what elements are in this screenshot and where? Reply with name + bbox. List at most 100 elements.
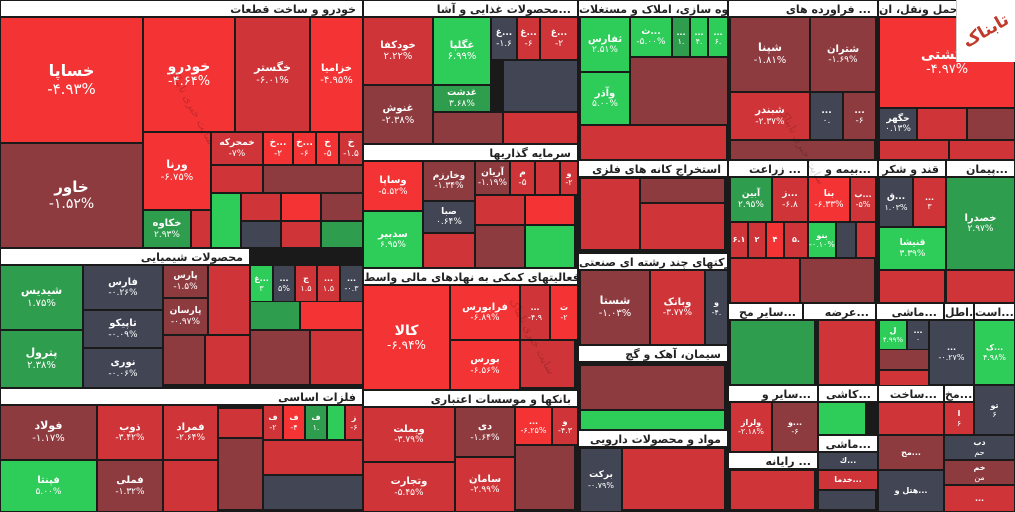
stock-tile[interactable]: ... ۰ bbox=[907, 320, 929, 350]
treemap-tile[interactable] bbox=[730, 320, 815, 385]
treemap-tile[interactable] bbox=[263, 165, 363, 193]
sector-header[interactable]: فعالیتهای کمکی به نهادهای مالی واسط bbox=[363, 268, 578, 285]
stock-tile[interactable]: فملی -۱.۳۲% bbox=[97, 460, 163, 512]
stock-tile[interactable]: خ... -۲ bbox=[263, 132, 293, 165]
stock-tile[interactable]: ... -۰.۲۷% bbox=[929, 320, 974, 385]
sector-header[interactable]: رایانه ... bbox=[728, 452, 818, 469]
stock-tile[interactable]: خ... -۶ bbox=[293, 132, 316, 165]
treemap-tile[interactable] bbox=[917, 108, 967, 140]
stock-tile[interactable]: ف -۲ bbox=[263, 405, 283, 440]
treemap-tile[interactable] bbox=[818, 320, 876, 385]
stock-tile[interactable]: ثفارس ۲.۵۱% bbox=[580, 17, 630, 72]
treemap-tile[interactable] bbox=[640, 203, 725, 250]
stock-tile[interactable]: ... -۶ bbox=[843, 92, 876, 140]
stock-tile[interactable]: سامان -۲.۹۹% bbox=[455, 457, 515, 512]
stock-tile[interactable]: ز... -۶.۸ bbox=[772, 177, 808, 222]
treemap-tile[interactable] bbox=[433, 112, 503, 144]
stock-tile[interactable]: دب حم bbox=[944, 435, 1015, 460]
sector-header[interactable]: سایر و... bbox=[728, 385, 818, 402]
sector-header[interactable]: محصولات غذایی و آشا... bbox=[363, 0, 578, 17]
stock-tile[interactable]: ولراز -۲.۱۸% bbox=[730, 402, 772, 452]
treemap-tile[interactable] bbox=[836, 222, 856, 258]
stock-tile[interactable]: شستا -۱.۰۳% bbox=[580, 270, 650, 345]
treemap-tile[interactable] bbox=[879, 370, 929, 386]
stock-tile[interactable]: قنیشا ۳.۳۹% bbox=[879, 227, 946, 270]
stock-tile[interactable]: خدما... bbox=[818, 470, 878, 490]
treemap-tile[interactable] bbox=[321, 221, 363, 248]
treemap-tile[interactable] bbox=[475, 225, 525, 268]
stock-tile[interactable]: غنوش -۲.۳۸% bbox=[363, 85, 433, 144]
treemap-tile[interactable] bbox=[525, 225, 575, 268]
treemap-tile[interactable] bbox=[250, 300, 300, 330]
treemap-tile[interactable] bbox=[241, 193, 281, 221]
stock-tile[interactable]: ... ۳ bbox=[913, 177, 946, 227]
stock-tile[interactable]: غ... ۳ bbox=[250, 265, 273, 302]
treemap-tile[interactable] bbox=[580, 125, 727, 160]
treemap-tile[interactable] bbox=[515, 445, 575, 510]
treemap-tile[interactable] bbox=[967, 108, 1015, 140]
treemap-tile[interactable] bbox=[946, 270, 1015, 303]
treemap-tile[interactable] bbox=[520, 340, 575, 388]
stock-tile[interactable]: غ... -۶ bbox=[517, 17, 540, 60]
sector-header[interactable]: فلزات اساسی bbox=[0, 388, 363, 405]
sector-header[interactable]: اطل... bbox=[944, 303, 974, 320]
stock-tile[interactable]: فمراد -۲.۶۴% bbox=[163, 405, 218, 460]
stock-tile[interactable]: پارسان -۰.۹۷% bbox=[163, 298, 208, 335]
stock-tile[interactable]: بورس -۶.۵۶% bbox=[450, 340, 520, 390]
treemap-tile[interactable] bbox=[800, 258, 875, 303]
stock-tile[interactable]: ۴ bbox=[766, 222, 784, 258]
treemap-tile[interactable] bbox=[622, 448, 725, 510]
stock-tile[interactable]: ب... -۵% bbox=[850, 177, 876, 222]
treemap-tile[interactable] bbox=[879, 270, 945, 303]
treemap-tile[interactable] bbox=[503, 60, 578, 112]
stock-tile[interactable]: نوری -۰.۰۶% bbox=[83, 348, 163, 388]
sector-header[interactable]: ساخت... bbox=[878, 385, 944, 402]
treemap-tile[interactable] bbox=[818, 402, 866, 435]
stock-tile[interactable]: م -۵ bbox=[510, 161, 535, 195]
stock-tile[interactable]: و -۴.۳ bbox=[552, 407, 578, 445]
stock-tile[interactable]: ق... ۱.۰۳% bbox=[879, 177, 913, 227]
stock-tile[interactable]: غدشت ۳.۶۸% bbox=[433, 85, 491, 112]
stock-tile[interactable]: مح... bbox=[878, 435, 944, 470]
stock-tile[interactable]: ج ۱.۵ bbox=[295, 265, 317, 302]
treemap-tile[interactable] bbox=[525, 195, 575, 225]
stock-tile[interactable]: برکت -۰.۷۹% bbox=[580, 448, 622, 512]
stock-tile[interactable]: پترول ۲.۳۸% bbox=[0, 330, 83, 388]
stock-tile[interactable]: ث... -۵.۰۰% bbox=[630, 17, 672, 57]
sector-header[interactable]: کاشی... bbox=[818, 385, 878, 402]
stock-tile[interactable]: ۵. bbox=[784, 222, 808, 258]
stock-tile[interactable]: پارس -۱.۵% bbox=[163, 265, 208, 298]
sector-header[interactable]: مواد و محصولات دارویی bbox=[578, 430, 728, 447]
stock-tile[interactable]: تاپیکو -۰.۰۹% bbox=[83, 310, 163, 348]
treemap-tile[interactable] bbox=[856, 222, 876, 258]
treemap-tile[interactable] bbox=[321, 193, 363, 221]
sector-header[interactable]: سرمایه گذاریها bbox=[363, 144, 578, 161]
treemap-tile[interactable] bbox=[281, 193, 321, 221]
stock-tile[interactable]: خودرو -۴.۶۴% bbox=[143, 17, 235, 132]
treemap-tile[interactable] bbox=[218, 408, 263, 438]
stock-tile[interactable]: ف -۴ bbox=[283, 405, 305, 440]
stock-tile[interactable]: شتران -۱.۶۹% bbox=[810, 17, 876, 92]
treemap-tile[interactable] bbox=[163, 460, 218, 512]
stock-tile[interactable]: ... ۱.۵ bbox=[317, 265, 340, 302]
stock-tile[interactable]: وبانک -۳.۷۷% bbox=[650, 270, 705, 345]
treemap-tile[interactable] bbox=[263, 475, 363, 510]
stock-tile[interactable]: ل ۴.۹۹% bbox=[879, 320, 907, 350]
treemap-tile[interactable] bbox=[640, 178, 725, 203]
treemap-tile[interactable] bbox=[327, 405, 345, 440]
treemap-tile[interactable] bbox=[475, 195, 525, 225]
treemap-tile[interactable] bbox=[218, 438, 263, 510]
stock-tile[interactable]: فپنتا ۵.۰۰% bbox=[0, 460, 97, 512]
stock-tile[interactable]: آریان -۱.۱۹% bbox=[475, 161, 510, 195]
stock-tile[interactable]: ا ۶ bbox=[944, 402, 974, 435]
sector-header[interactable]: خودرو و ساخت قطعات bbox=[0, 0, 363, 17]
stock-tile[interactable]: ... ۵% bbox=[273, 265, 295, 302]
stock-tile[interactable]: غگلپا ۶.۹۹% bbox=[433, 17, 491, 85]
stock-tile[interactable]: خساپا -۴.۹۳% bbox=[0, 17, 143, 143]
treemap-tile[interactable] bbox=[580, 365, 725, 410]
stock-tile[interactable]: ف ۱. bbox=[305, 405, 327, 440]
sector-header[interactable]: سایر مح... bbox=[728, 303, 803, 320]
stock-tile[interactable]: ذوب -۳.۴۲% bbox=[97, 405, 163, 460]
stock-tile[interactable]: و -۲ bbox=[560, 161, 578, 195]
stock-tile[interactable]: وتجارت -۵.۴۵% bbox=[363, 462, 455, 512]
